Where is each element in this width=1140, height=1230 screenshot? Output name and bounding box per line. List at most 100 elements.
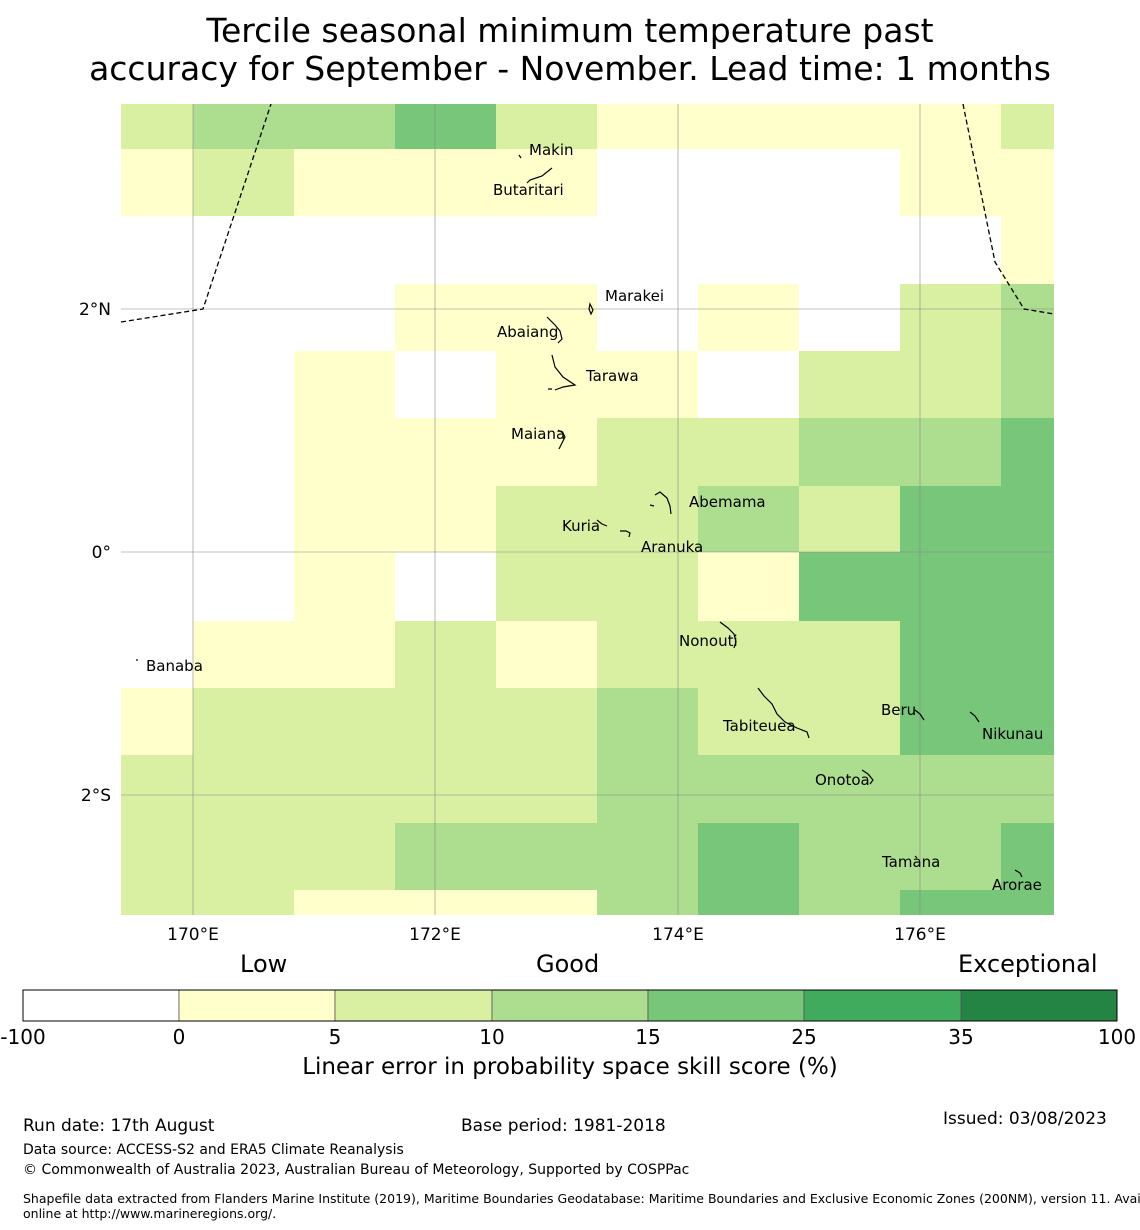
skill-cell [121,552,193,621]
skill-cell [1001,755,1054,823]
island-shape-marakei [588,302,594,316]
skill-cell [597,823,698,890]
data-source: Data source: ACCESS-S2 and ERA5 Climate … [23,1142,404,1158]
skill-cell [698,351,799,418]
skill-cell [900,104,1001,149]
colorbar-tick-label: 10 [479,1025,504,1049]
colorbar-label: Linear error in probability space skill … [302,1054,838,1080]
skill-cell [121,104,193,149]
colorbar-tick-label: 5 [329,1025,342,1049]
skill-cell [496,890,597,915]
colorbar [22,989,1118,1022]
skill-cell [900,216,1001,284]
legend-category-exceptional: Exceptional [958,950,1098,978]
skill-cell [1001,621,1054,688]
lon-tick-label: 170°E [167,925,219,945]
skill-cell [1001,688,1054,755]
skill-cell [193,351,294,418]
colorbar-frame [22,989,1118,1022]
skill-cell [597,216,698,284]
skill-cell [496,621,597,688]
skill-cell [597,890,698,915]
island-label-abaiang: Abaiang [497,323,558,341]
island-shape-beru [914,709,925,721]
skill-cell [193,688,294,755]
skill-cell [121,149,193,216]
island-shape-nikunau [969,711,980,723]
skill-cell [698,890,799,915]
skill-cell [900,284,1001,351]
skill-cell [900,755,1001,823]
skill-grid [121,104,1054,915]
skill-cell [900,552,1001,621]
skill-cell [121,621,193,688]
skill-cell [698,823,799,890]
skill-cell [121,486,193,552]
island-labels: Makin Butaritari Marakei Abaiang Tarawa Maian… [146,141,1043,894]
colorbar-tick-label: 0 [173,1025,186,1049]
skill-cell [193,755,294,823]
base-period: Base period: 1981-2018 [461,1116,666,1136]
colorbar-segment [22,989,180,1022]
skill-cell [597,351,698,418]
skill-cell [395,552,496,621]
skill-cell [597,284,698,351]
skill-cell [799,104,900,149]
island-label-kuria: Kuria [562,517,600,535]
skill-cell [294,104,395,149]
island-shape-makin [518,154,522,159]
skill-cell [193,149,294,216]
colorbar-tick-label: 35 [948,1025,973,1049]
lat-tick-label: 2°N [79,300,111,320]
island-label-abemama: Abemama [689,493,766,511]
skill-cell [799,418,900,486]
island-shape-tabiteuea [757,687,810,739]
skill-cell [799,552,900,621]
skill-cell [597,104,698,149]
eez-boundary-west [120,103,272,323]
skill-cell [900,351,1001,418]
skill-cell [597,149,698,216]
graticule [121,104,1054,915]
skill-cell [395,418,496,486]
skill-cell [395,149,496,216]
colorbar-segment [334,989,493,1022]
skill-cell [395,823,496,890]
skill-cell [1001,552,1054,621]
island-label-onotoa: Onotoa [815,771,870,789]
skill-cell [294,284,395,351]
island-shape-abemama [649,491,672,515]
skill-cell [799,351,900,418]
skill-cell [900,418,1001,486]
island-shape-tarawa [548,354,577,391]
skill-cell [1001,149,1054,216]
island-shape-arorae [1014,869,1023,878]
skill-cell [900,688,1001,755]
skill-cell [799,486,900,552]
skill-cell [496,104,597,149]
skill-cell [698,755,799,823]
island-shape-nonouti [719,621,737,649]
eez-boundary-east [962,103,1055,315]
skill-cell [799,216,900,284]
lat-tick-label: 0° [92,543,111,563]
island-label-tarawa: Tarawa [585,367,639,385]
issued-date: Issued: 03/08/2023 [943,1109,1107,1129]
skill-cell [121,823,193,890]
skill-cell [193,284,294,351]
colorbar-segment [178,989,336,1022]
colorbar-segment [491,989,649,1022]
skill-cell [1001,216,1054,284]
colorbar-tick-label: 15 [635,1025,660,1049]
island-label-arorae: Arorae [992,876,1042,894]
colorbar-segment [647,989,805,1022]
skill-cell [698,552,799,621]
skill-cell [799,755,900,823]
skill-cell [799,890,900,915]
skill-cell [121,216,193,284]
skill-cell [496,418,597,486]
skill-cell [294,418,395,486]
skill-cell [597,486,698,552]
island-label-nikunau: Nikunau [982,725,1043,743]
skill-cell [1001,486,1054,552]
